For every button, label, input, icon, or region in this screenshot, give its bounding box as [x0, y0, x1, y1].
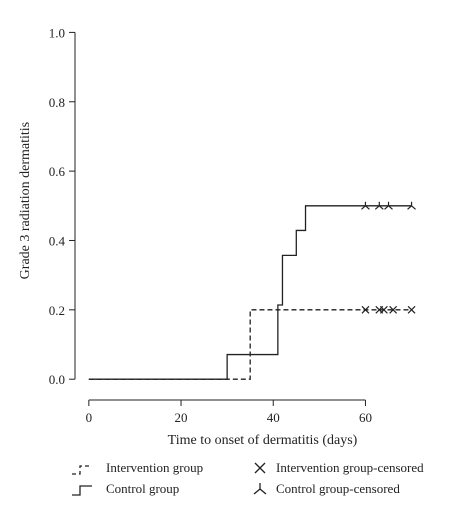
- censor-mark-control: [361, 201, 370, 210]
- censor-mark-intervention: [379, 305, 388, 314]
- censor-mark-control: [407, 201, 416, 210]
- legend-label-intervention: Intervention group: [106, 460, 203, 475]
- legend-label-control: Control group: [106, 481, 179, 496]
- censor-mark-control: [374, 201, 384, 210]
- y-tick-label: 0.6: [49, 164, 66, 179]
- legend-tri-marker-icon: [253, 483, 267, 495]
- legend-item-control-censored: Control group-censored: [253, 481, 400, 496]
- legend-label-intervention-censored: Intervention group-censored: [276, 460, 424, 475]
- x-tick-label: 0: [86, 410, 93, 425]
- x-axis-label: Time to onset of dermatitis (days): [168, 433, 358, 448]
- legend-swatch-control: [72, 485, 92, 496]
- y-axis-label: Grade 3 radiation dermatitis: [18, 122, 33, 279]
- legend-item-control: Control group: [72, 481, 179, 496]
- legend-item-intervention: Intervention group: [72, 460, 203, 475]
- legend-label-control-censored: Control group-censored: [276, 481, 400, 496]
- x-ticks: 0 20 40 60: [86, 400, 372, 425]
- legend: Intervention group Intervention group-ce…: [72, 460, 424, 496]
- censor-mark-intervention: [407, 305, 416, 314]
- y-ticks: 0.0 0.2 0.4 0.6 0.8 1.0: [49, 25, 75, 387]
- y-tick-label: 0.4: [49, 233, 66, 248]
- x-tick-label: 20: [175, 410, 188, 425]
- y-tick-label: 0.2: [49, 303, 65, 318]
- censor-mark-intervention: [389, 305, 398, 314]
- y-tick-label: 1.0: [49, 25, 65, 40]
- y-tick-label: 0.8: [49, 95, 65, 110]
- legend-item-intervention-censored: Intervention group-censored: [254, 460, 424, 475]
- x-tick-label: 60: [359, 410, 372, 425]
- plot-area: [88, 201, 416, 380]
- y-tick-label: 0.0: [49, 372, 65, 387]
- legend-swatch-intervention: [72, 465, 92, 475]
- censor-mark-control: [384, 201, 393, 210]
- legend-x-marker-icon: [254, 462, 266, 474]
- series-line-control: [88, 205, 412, 380]
- censor-mark-intervention: [361, 305, 370, 314]
- series-line-intervention: [88, 309, 412, 380]
- axes: [74, 32, 366, 401]
- x-tick-label: 40: [267, 410, 280, 425]
